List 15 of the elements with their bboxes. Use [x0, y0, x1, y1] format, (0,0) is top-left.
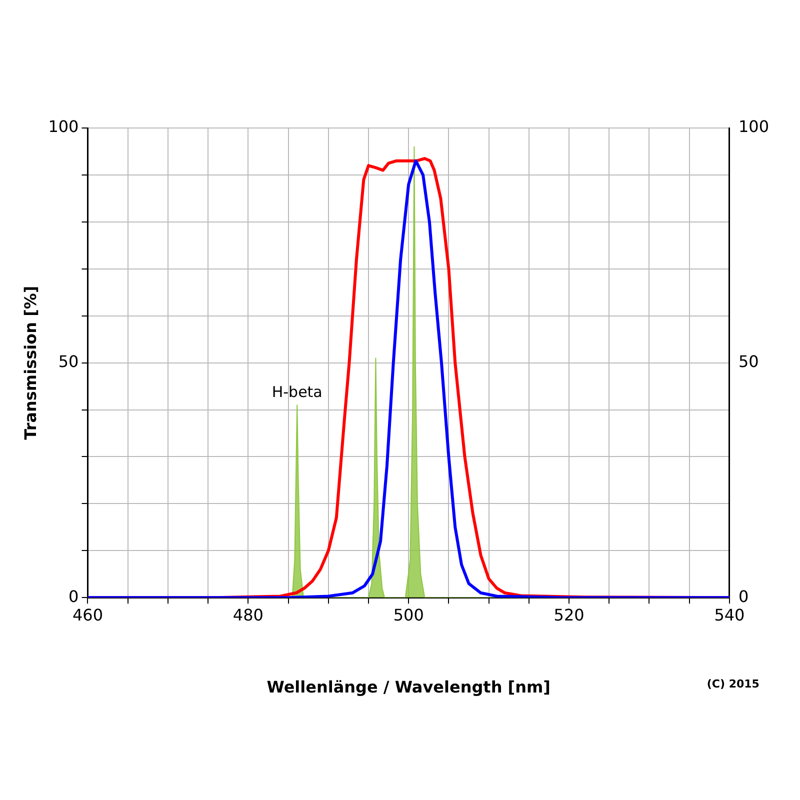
text: (C) 2015 [706, 678, 760, 691]
x-tick-label: 500 [393, 605, 424, 624]
x-tick-label: 480 [232, 605, 264, 624]
x-tick-label: 460 [72, 605, 104, 624]
y2-tick-label: 0 [738, 586, 749, 606]
x-axis-title: Wellenlänge / Wavelength [nm] [266, 678, 550, 697]
x-tick-label: 520 [554, 605, 584, 624]
y2-tick-label: 50 [738, 352, 759, 371]
y-tick-label: 0 [68, 586, 79, 606]
y2-tick-label: 100 [738, 117, 770, 136]
x-tick-label: 540 [714, 605, 745, 624]
y-tick-label: 50 [58, 352, 79, 371]
annotation: H-beta [272, 383, 322, 402]
y-axis-title: Transmission [%] [20, 286, 40, 440]
y-tick-label: 100 [48, 117, 79, 136]
